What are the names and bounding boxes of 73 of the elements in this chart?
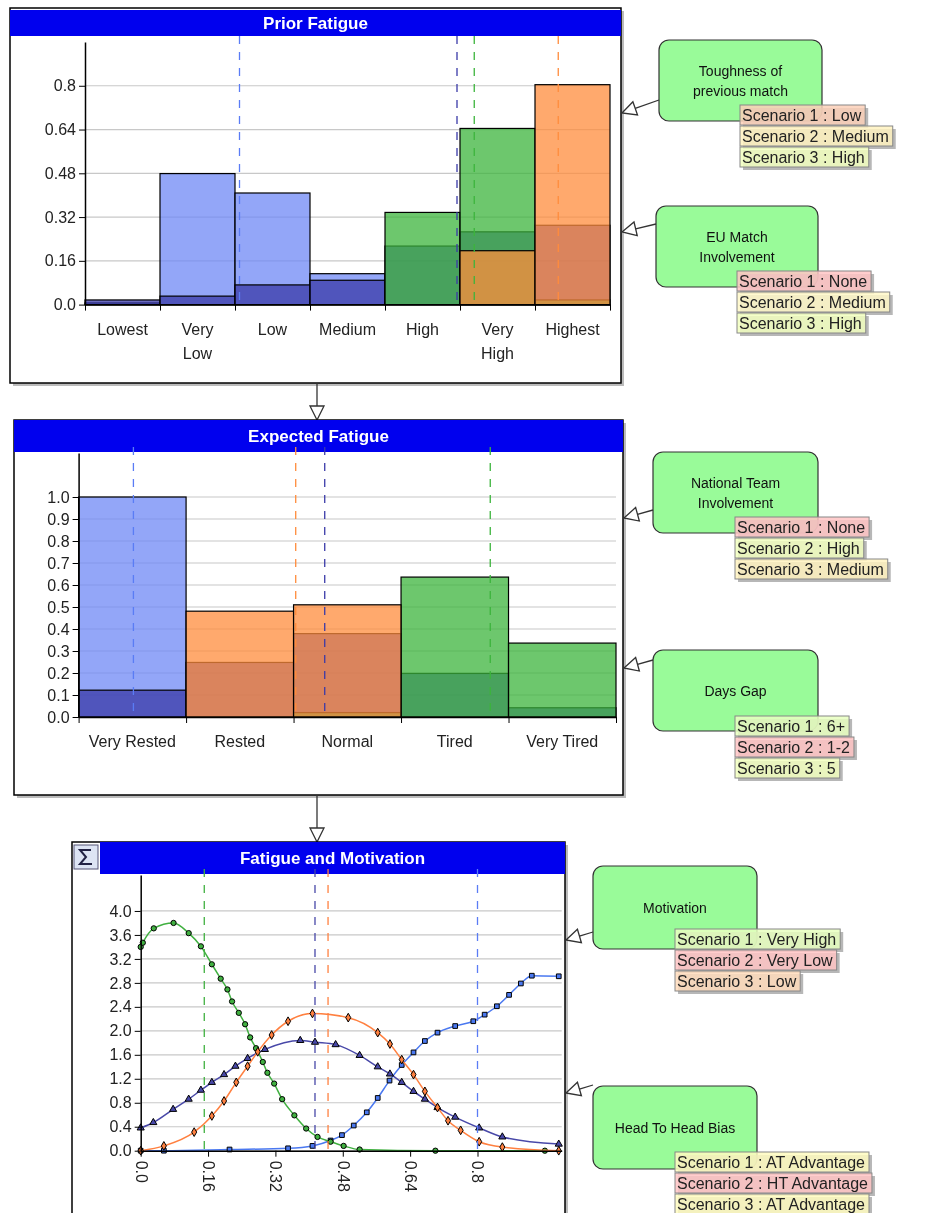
chart-title: Expected Fatigue: [248, 427, 389, 446]
y-tick-label: 0.0: [53, 296, 77, 314]
y-tick-label: 2.0: [109, 1022, 132, 1040]
text: Scenario 1 : Very High: [677, 931, 837, 948]
text: Head To Head Bias: [614, 1119, 736, 1136]
y-tick-label: 2.4: [109, 998, 132, 1016]
x-tick-label: 0.64: [402, 1160, 420, 1192]
y-tick-label: 0.3: [47, 642, 70, 660]
y-tick-label: 0.0: [109, 1142, 132, 1160]
text: Scenario 1 : None: [737, 519, 866, 536]
y-tick-label: 0.64: [44, 121, 77, 139]
text: EU Match Involvement: [699, 228, 775, 265]
y-tick-label: 3.2: [109, 950, 132, 968]
x-tick-label: Highest: [545, 320, 601, 338]
text: Scenario 2 : Very Low: [677, 952, 834, 969]
y-tick-label: 0.5: [47, 598, 70, 616]
text: Scenario 2 : Medium: [739, 294, 886, 311]
text: Scenario 1 : 6+: [737, 718, 846, 735]
y-tick-label: 0.16: [44, 252, 77, 270]
y-tick-label: 0.32: [44, 208, 77, 226]
y-tick-label: 2.8: [109, 974, 132, 992]
x-tick-label: Very Rested: [88, 733, 176, 750]
x-tick-label: High: [406, 320, 439, 338]
x-tick-label: 0.32: [267, 1160, 285, 1192]
y-tick-label: 1.2: [109, 1070, 132, 1088]
text: Scenario 3 : Medium: [737, 561, 884, 578]
x-tick-label: Medium: [319, 320, 376, 338]
x-tick-label: 0.8: [469, 1160, 487, 1184]
text: National Team Involvement: [690, 474, 781, 511]
text: Scenario 3 : 5: [737, 760, 836, 777]
x-tick-label: 0.0: [132, 1160, 150, 1184]
text: Scenario 1 : None: [739, 273, 868, 290]
y-tick-label: 0.0: [47, 708, 70, 726]
chart-title: Prior Fatigue: [263, 14, 368, 33]
x-tick-label: Normal: [321, 733, 374, 750]
text: Scenario 3 : High: [742, 149, 865, 166]
text: Scenario 1 : AT Advantage: [677, 1154, 866, 1171]
y-tick-label: 0.2: [47, 664, 70, 682]
y-tick-label: 0.8: [109, 1094, 132, 1112]
y-tick-label: 0.4: [109, 1118, 132, 1136]
x-tick-label: Tired: [436, 733, 473, 750]
x-tick-label: 0.16: [199, 1160, 217, 1192]
text: Scenario 2 : HT Advantage: [677, 1175, 869, 1192]
text: Scenario 1 : Low: [742, 107, 862, 124]
y-tick-label: 4.0: [109, 902, 132, 920]
text: Motivation: [643, 899, 707, 916]
y-tick-label: 0.1: [47, 686, 70, 704]
x-tick-label: Very High: [481, 320, 514, 362]
y-tick-label: 1.6: [109, 1046, 132, 1064]
text: Scenario 2 : High: [737, 540, 860, 557]
y-tick-label: 0.8: [53, 77, 77, 95]
y-tick-label: 0.4: [47, 620, 70, 638]
text: Scenario 2 : Medium: [742, 128, 889, 145]
text: Scenario 3 : High: [739, 315, 862, 332]
x-tick-label: Very Tired: [526, 733, 599, 750]
text: Toughness of previous match: [693, 62, 788, 99]
y-tick-label: 0.8: [47, 532, 70, 550]
y-tick-label: 3.6: [109, 926, 132, 944]
text: Days Gap: [704, 682, 767, 699]
text: Scenario 3 : Low: [677, 973, 797, 990]
text: Scenario 3 : AT Advantage: [677, 1196, 866, 1213]
y-tick-label: 0.7: [47, 554, 70, 572]
x-tick-label: 0.48: [334, 1160, 352, 1192]
y-tick-label: 0.6: [47, 576, 70, 594]
x-tick-label: Rested: [214, 733, 266, 750]
y-tick-label: 1.0: [47, 488, 70, 506]
y-tick-label: 0.9: [47, 510, 70, 528]
text: Scenario 2 : 1-2: [737, 739, 851, 756]
x-tick-label: Low: [257, 320, 288, 338]
chart-title: Fatigue and Motivation: [239, 849, 426, 868]
y-tick-label: 0.48: [44, 164, 77, 182]
x-tick-label: Lowest: [97, 320, 149, 338]
x-tick-label: Very Low: [181, 320, 214, 362]
